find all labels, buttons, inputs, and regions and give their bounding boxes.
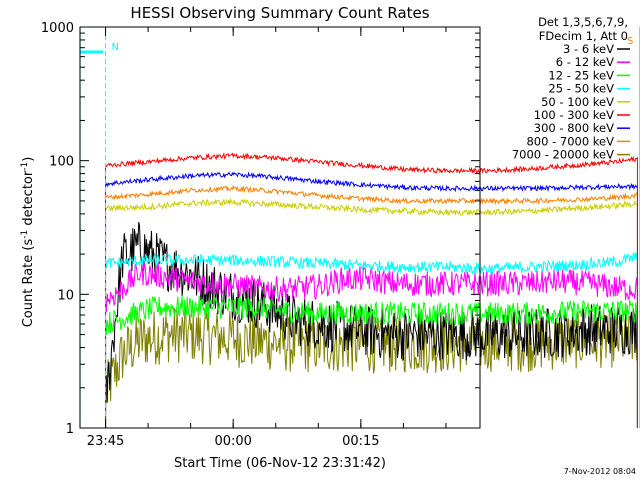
y-axis-label-superscript: -1 bbox=[20, 162, 30, 171]
x-tick-label: 23:45 bbox=[87, 434, 124, 449]
legend-label: 7000 - 20000 keV bbox=[512, 148, 614, 162]
legend-label: 300 - 800 keV bbox=[534, 121, 614, 135]
legend-header-line-1: Det 1,3,5,6,7,9, bbox=[538, 15, 628, 29]
x-axis-label: Start Time (06-Nov-12 23:31:42) bbox=[174, 456, 386, 471]
series-line bbox=[105, 252, 638, 428]
y-tick-label: 1000 bbox=[41, 21, 74, 36]
y-axis-label-part: Count Rate (s bbox=[21, 239, 36, 328]
series-line bbox=[105, 295, 638, 428]
x-tick-label: 00:15 bbox=[342, 434, 379, 449]
series-line bbox=[105, 152, 638, 428]
legend-label: 800 - 7000 keV bbox=[526, 134, 614, 148]
chart-title: HESSI Observing Summary Count Rates bbox=[130, 4, 429, 22]
legend-label: 100 - 300 keV bbox=[534, 108, 614, 122]
series-line bbox=[105, 261, 638, 428]
y-axis-label-part: detector bbox=[21, 170, 36, 230]
date-stamp: 7-Nov-2012 08:04 bbox=[564, 467, 636, 476]
series-line bbox=[105, 197, 638, 428]
y-axis-label: Count Rate (s-1 detector-1) bbox=[20, 157, 36, 328]
legend-label: 25 - 50 keV bbox=[548, 82, 614, 96]
marker-label: S bbox=[627, 36, 633, 47]
legend-label: 12 - 25 keV bbox=[548, 68, 614, 82]
legend-header-line-2: FDecim 1, Att 0 bbox=[539, 29, 628, 43]
y-axis-label-part: ) bbox=[21, 157, 36, 162]
legend-label: 50 - 100 keV bbox=[541, 95, 614, 109]
series-line bbox=[105, 184, 638, 428]
legend-label: 3 - 6 keV bbox=[563, 42, 614, 56]
y-axis-label-superscript: -1 bbox=[20, 230, 30, 239]
plot-axes-layer: 1 10 100 1000 23:45 00:00 00:15 bbox=[41, 21, 481, 449]
series-line bbox=[105, 171, 638, 428]
legend-label: 6 - 12 keV bbox=[556, 55, 614, 69]
x-tick-label: 00:00 bbox=[214, 434, 251, 449]
y-tick-label: 1 bbox=[66, 422, 74, 437]
y-tick-label: 10 bbox=[57, 288, 74, 303]
plot-data-layer: NS bbox=[79, 27, 640, 428]
marker-label: N bbox=[112, 42, 119, 53]
series-line bbox=[105, 222, 638, 428]
y-tick-label: 100 bbox=[49, 155, 74, 170]
plot-frame bbox=[79, 26, 481, 429]
